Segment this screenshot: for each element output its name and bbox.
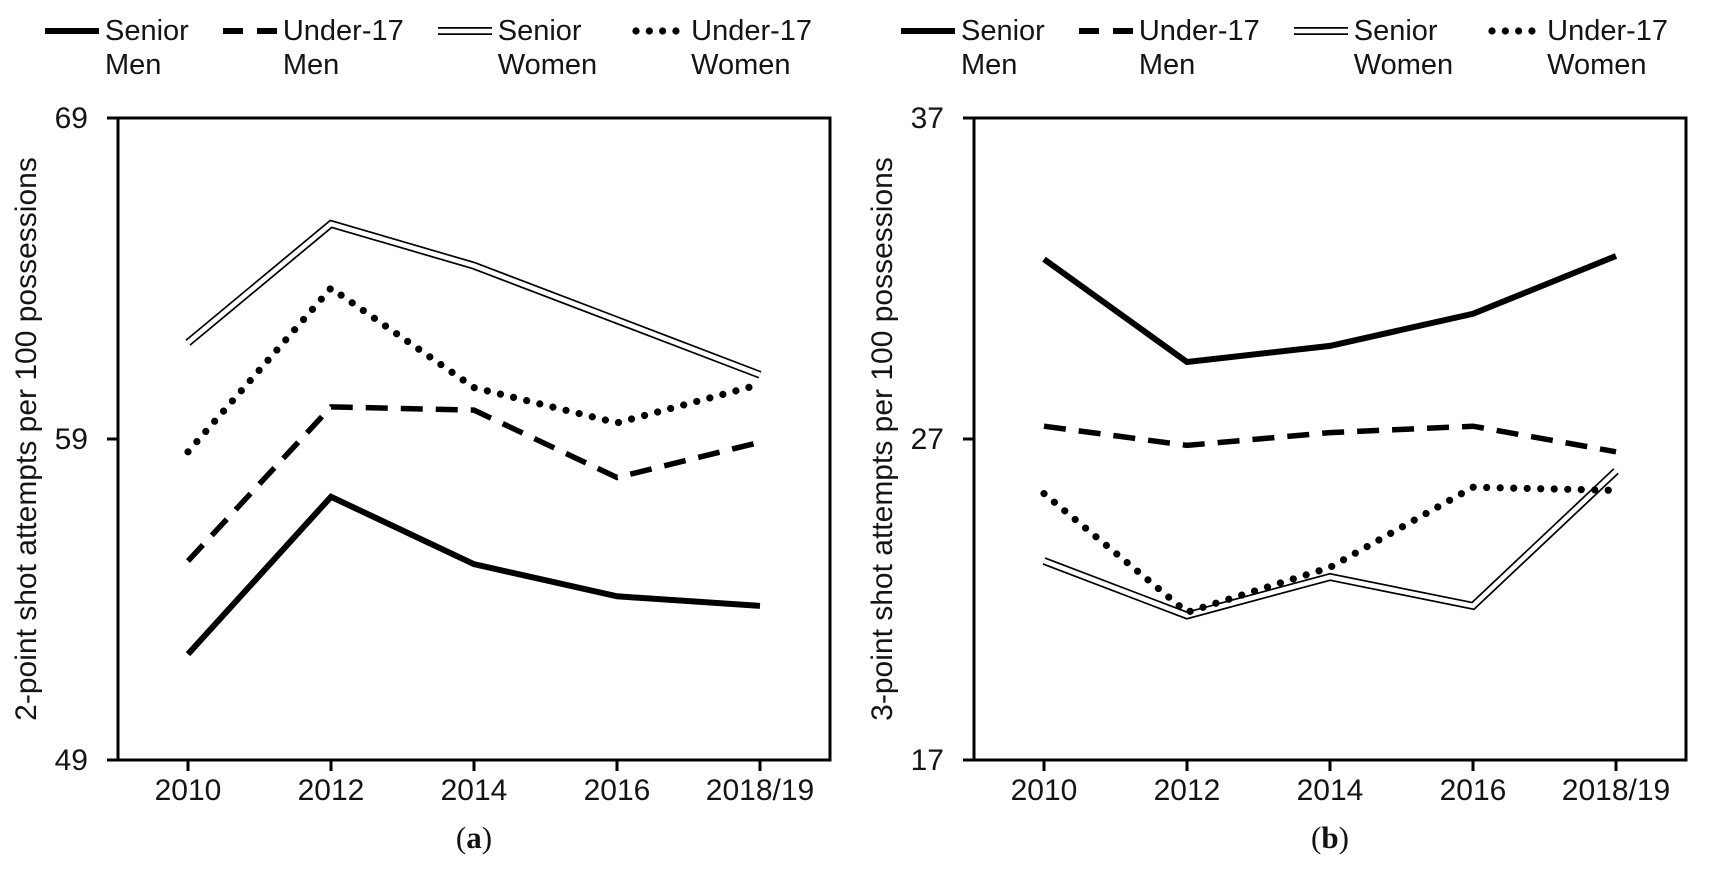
y-tick-label: 69 <box>55 102 88 135</box>
series-line-under-17-women <box>184 283 764 456</box>
legend-item-senior-men: Senior Men <box>44 14 189 82</box>
caption-paren-close: ) <box>1338 820 1349 855</box>
y-axis-title: 3-point shot attempts per 100 possession… <box>866 157 899 721</box>
caption-letter: b <box>1321 820 1339 855</box>
legend-label-under17-women: Under-17 Women <box>691 14 812 82</box>
x-tick-label: 2010 <box>155 774 222 807</box>
legend-label-senior-women: Senior Women <box>498 14 597 82</box>
x-tick-label: 2012 <box>1154 774 1221 807</box>
legend-panel-b: Senior Men Under-17 Men Senior Women <box>900 14 1668 82</box>
series-line-under-17-women <box>1040 483 1620 617</box>
legend-label-under17-women: Under-17 Women <box>1547 14 1668 82</box>
x-tick-label: 2018/19 <box>1562 774 1670 807</box>
legend-key-dashed-line-icon <box>1078 28 1133 34</box>
legend-item-under17-men: Under-17 Men <box>1078 14 1260 82</box>
legend-item-senior-men: Senior Men <box>900 14 1045 82</box>
legend-label-senior-men: Senior Men <box>961 14 1045 82</box>
legend-panel-a: Senior Men Under-17 Men Senior Women <box>44 14 812 82</box>
x-tick-label: 2016 <box>1440 774 1507 807</box>
x-tick-label: 2014 <box>441 774 508 807</box>
x-tick-label: 2018/19 <box>706 774 814 807</box>
plot-box <box>116 116 832 762</box>
legend-text-line1: Under-17 <box>282 15 404 47</box>
series-line-under-17-men <box>185 404 761 563</box>
legend-item-senior-women: Senior Women <box>1293 14 1453 82</box>
caption-panel-a: (a) <box>118 820 830 856</box>
legend-text-line2: Women <box>691 49 791 81</box>
y-tick-label: 17 <box>911 744 944 777</box>
legend-text-line1: Under-17 <box>691 15 813 47</box>
legend-text-line2: Men <box>1138 49 1196 81</box>
legend-label-under17-men: Under-17 Men <box>283 14 404 82</box>
series-line-under-17-men <box>1043 423 1617 455</box>
panel-a: Senior Men Under-17 Men Senior Women <box>10 14 832 856</box>
y-tick-label: 27 <box>911 423 944 456</box>
legend-key-dashed-line-icon <box>222 28 277 34</box>
legend-text-line1: Senior <box>961 15 1045 47</box>
legend-text-line1: Senior <box>1353 15 1438 47</box>
series-line-senior-women <box>185 219 762 379</box>
x-tick-label: 2010 <box>1011 774 1078 807</box>
legend-item-senior-women: Senior Women <box>437 14 597 82</box>
legend-label-senior-women: Senior Women <box>1354 14 1453 82</box>
plot-box <box>972 116 1688 762</box>
caption-paren-open: ( <box>455 820 467 855</box>
series-line-senior-men <box>185 493 761 657</box>
legend-key-solid-line-icon <box>901 28 955 34</box>
series-line-senior-men <box>1042 253 1618 366</box>
caption-paren-open: ( <box>1311 820 1322 855</box>
x-tick-label: 2012 <box>298 774 365 807</box>
y-tick-label: 37 <box>911 102 944 135</box>
legend-item-under17-women: Under-17 Women <box>1486 14 1668 82</box>
legend-key-dotted-line-icon <box>632 27 686 35</box>
y-axis-title: 2-point shot attempts per 100 possession… <box>10 157 43 721</box>
x-tick-label: 2014 <box>1297 774 1364 807</box>
legend-item-under17-men: Under-17 Men <box>222 14 404 82</box>
caption-panel-b: (b) <box>974 820 1686 856</box>
legend-text-line1: Under-17 <box>1138 15 1260 47</box>
legend-key-solid-line-icon <box>45 28 99 34</box>
legend-text-line1: Senior <box>497 15 582 47</box>
legend-key-dotted-line-icon <box>1488 27 1542 35</box>
chart-2-point-attempts: 49 59 69 2010 2012 2014 2016 2018/19 2-point sho… <box>10 102 832 807</box>
legend-key-double-line-icon <box>437 27 492 35</box>
x-tick-label: 2016 <box>584 774 651 807</box>
caption-letter: a <box>466 820 482 855</box>
legend-item-under17-women: Under-17 Women <box>630 14 812 82</box>
y-tick-label: 49 <box>55 744 88 777</box>
legend-text-line2: Men <box>961 49 1018 81</box>
legend-text-line1: Senior <box>105 15 189 47</box>
legend-text-line2: Women <box>1547 49 1647 81</box>
chart-3-point-attempts: 17 27 37 2010 2012 2014 2016 2018/19 3-point sho… <box>866 102 1688 807</box>
series-line-senior-women-core <box>186 221 761 377</box>
panel-b: Senior Men Under-17 Men Senior Women <box>856 0 1712 878</box>
y-tick-label: 59 <box>55 423 88 456</box>
legend-key-double-line-icon <box>1293 27 1348 35</box>
caption-paren-close: ) <box>481 820 493 855</box>
legend-label-under17-men: Under-17 Men <box>1139 14 1260 82</box>
legend-text-line2: Women <box>497 49 598 81</box>
legend-label-senior-men: Senior Men <box>105 14 189 82</box>
legend-text-line2: Men <box>105 49 162 81</box>
series-line-senior-women-core <box>1043 469 1618 618</box>
legend-text-line2: Men <box>282 49 340 81</box>
legend-text-line2: Women <box>1353 49 1454 81</box>
legend-text-line1: Under-17 <box>1547 15 1669 47</box>
